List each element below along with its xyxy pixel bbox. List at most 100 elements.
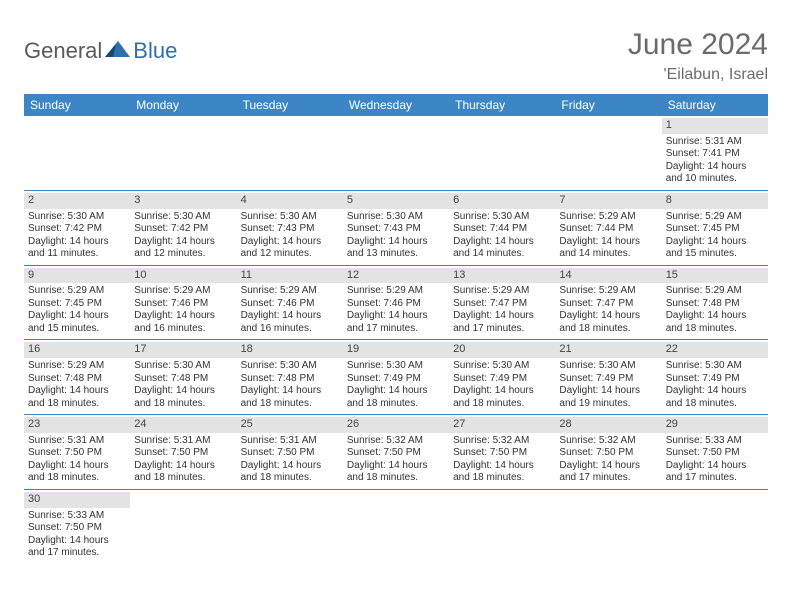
sunrise-text: Sunrise: 5:31 AM	[28, 435, 126, 448]
sunrise-text: Sunrise: 5:30 AM	[559, 360, 657, 373]
calendar-cell	[237, 116, 343, 190]
daylight-text: and 17 minutes.	[666, 472, 764, 485]
daylight-text: Daylight: 14 hours	[347, 385, 445, 398]
sunrise-text: Sunrise: 5:30 AM	[134, 211, 232, 224]
sunset-text: Sunset: 7:48 PM	[134, 373, 232, 386]
day-number: 2	[24, 193, 130, 209]
sunset-text: Sunset: 7:44 PM	[453, 223, 551, 236]
sunset-text: Sunset: 7:47 PM	[559, 298, 657, 311]
daylight-text: and 15 minutes.	[28, 323, 126, 336]
daylight-text: Daylight: 14 hours	[559, 385, 657, 398]
calendar-cell: 29Sunrise: 5:33 AMSunset: 7:50 PMDayligh…	[662, 415, 768, 489]
sunset-text: Sunset: 7:50 PM	[453, 447, 551, 460]
calendar-cell	[343, 490, 449, 564]
dow-saturday: Saturday	[662, 94, 768, 116]
sunset-text: Sunset: 7:43 PM	[241, 223, 339, 236]
dow-sunday: Sunday	[24, 94, 130, 116]
sunset-text: Sunset: 7:49 PM	[347, 373, 445, 386]
daylight-text: and 18 minutes.	[241, 472, 339, 485]
calendar-cell: 18Sunrise: 5:30 AMSunset: 7:48 PMDayligh…	[237, 340, 343, 414]
calendar-cell: 23Sunrise: 5:31 AMSunset: 7:50 PMDayligh…	[24, 415, 130, 489]
sunset-text: Sunset: 7:48 PM	[241, 373, 339, 386]
calendar-cell: 11Sunrise: 5:29 AMSunset: 7:46 PMDayligh…	[237, 266, 343, 340]
sunrise-text: Sunrise: 5:33 AM	[28, 510, 126, 523]
daylight-text: Daylight: 14 hours	[241, 310, 339, 323]
calendar-cell: 15Sunrise: 5:29 AMSunset: 7:48 PMDayligh…	[662, 266, 768, 340]
sunrise-text: Sunrise: 5:29 AM	[666, 285, 764, 298]
calendar-cell	[237, 490, 343, 564]
sunset-text: Sunset: 7:46 PM	[134, 298, 232, 311]
day-number: 9	[24, 268, 130, 284]
calendar-week: 23Sunrise: 5:31 AMSunset: 7:50 PMDayligh…	[24, 415, 768, 490]
location: 'Eilabun, Israel	[628, 66, 768, 84]
sunrise-text: Sunrise: 5:32 AM	[559, 435, 657, 448]
sunrise-text: Sunrise: 5:30 AM	[241, 360, 339, 373]
daylight-text: and 13 minutes.	[347, 248, 445, 261]
calendar-cell: 1Sunrise: 5:31 AMSunset: 7:41 PMDaylight…	[662, 116, 768, 190]
daylight-text: Daylight: 14 hours	[559, 460, 657, 473]
calendar-cell: 25Sunrise: 5:31 AMSunset: 7:50 PMDayligh…	[237, 415, 343, 489]
sunrise-text: Sunrise: 5:30 AM	[666, 360, 764, 373]
calendar-cell	[449, 116, 555, 190]
daylight-text: Daylight: 14 hours	[134, 460, 232, 473]
daylight-text: and 11 minutes.	[28, 248, 126, 261]
day-number: 11	[237, 268, 343, 284]
sunrise-text: Sunrise: 5:29 AM	[28, 285, 126, 298]
calendar-cell: 16Sunrise: 5:29 AMSunset: 7:48 PMDayligh…	[24, 340, 130, 414]
dow-tuesday: Tuesday	[237, 94, 343, 116]
day-number: 4	[237, 193, 343, 209]
sunrise-text: Sunrise: 5:33 AM	[666, 435, 764, 448]
day-number: 21	[555, 342, 661, 358]
header: General Blue June 2024 'Eilabun, Israel	[24, 28, 768, 84]
sunrise-text: Sunrise: 5:30 AM	[241, 211, 339, 224]
dow-monday: Monday	[130, 94, 236, 116]
calendar-cell: 8Sunrise: 5:29 AMSunset: 7:45 PMDaylight…	[662, 191, 768, 265]
calendar-cell: 9Sunrise: 5:29 AMSunset: 7:45 PMDaylight…	[24, 266, 130, 340]
sunrise-text: Sunrise: 5:30 AM	[28, 211, 126, 224]
day-number: 13	[449, 268, 555, 284]
daylight-text: Daylight: 14 hours	[134, 310, 232, 323]
daylight-text: Daylight: 14 hours	[453, 385, 551, 398]
daylight-text: Daylight: 14 hours	[559, 310, 657, 323]
calendar-cell: 20Sunrise: 5:30 AMSunset: 7:49 PMDayligh…	[449, 340, 555, 414]
sunset-text: Sunset: 7:42 PM	[134, 223, 232, 236]
day-number: 27	[449, 417, 555, 433]
calendar-cell: 14Sunrise: 5:29 AMSunset: 7:47 PMDayligh…	[555, 266, 661, 340]
daylight-text: and 18 minutes.	[241, 398, 339, 411]
daylight-text: Daylight: 14 hours	[453, 310, 551, 323]
calendar-cell	[343, 116, 449, 190]
daylight-text: Daylight: 14 hours	[241, 385, 339, 398]
day-number: 10	[130, 268, 236, 284]
sunset-text: Sunset: 7:46 PM	[241, 298, 339, 311]
sunset-text: Sunset: 7:50 PM	[559, 447, 657, 460]
calendar-cell: 5Sunrise: 5:30 AMSunset: 7:43 PMDaylight…	[343, 191, 449, 265]
daylight-text: Daylight: 14 hours	[666, 236, 764, 249]
calendar-document: General Blue June 2024 'Eilabun, Israel …	[0, 0, 792, 564]
daylight-text: and 18 minutes.	[28, 472, 126, 485]
calendar-cell	[555, 490, 661, 564]
calendar-cell: 3Sunrise: 5:30 AMSunset: 7:42 PMDaylight…	[130, 191, 236, 265]
sunrise-text: Sunrise: 5:29 AM	[134, 285, 232, 298]
calendar-week: 2Sunrise: 5:30 AMSunset: 7:42 PMDaylight…	[24, 191, 768, 266]
calendar-grid: Sunday Monday Tuesday Wednesday Thursday…	[24, 94, 768, 564]
day-number: 12	[343, 268, 449, 284]
month-title: June 2024	[628, 28, 768, 62]
daylight-text: Daylight: 14 hours	[559, 236, 657, 249]
sunset-text: Sunset: 7:50 PM	[666, 447, 764, 460]
brand-logo: General Blue	[24, 28, 177, 64]
daylight-text: and 18 minutes.	[453, 398, 551, 411]
daylight-text: and 16 minutes.	[134, 323, 232, 336]
calendar-cell: 17Sunrise: 5:30 AMSunset: 7:48 PMDayligh…	[130, 340, 236, 414]
sunset-text: Sunset: 7:46 PM	[347, 298, 445, 311]
daylight-text: and 18 minutes.	[347, 398, 445, 411]
calendar-cell: 12Sunrise: 5:29 AMSunset: 7:46 PMDayligh…	[343, 266, 449, 340]
sunset-text: Sunset: 7:45 PM	[666, 223, 764, 236]
dow-thursday: Thursday	[449, 94, 555, 116]
daylight-text: Daylight: 14 hours	[241, 236, 339, 249]
sunset-text: Sunset: 7:48 PM	[28, 373, 126, 386]
day-number: 14	[555, 268, 661, 284]
daylight-text: and 18 minutes.	[453, 472, 551, 485]
calendar-cell	[662, 490, 768, 564]
calendar-cell: 26Sunrise: 5:32 AMSunset: 7:50 PMDayligh…	[343, 415, 449, 489]
sunrise-text: Sunrise: 5:31 AM	[241, 435, 339, 448]
